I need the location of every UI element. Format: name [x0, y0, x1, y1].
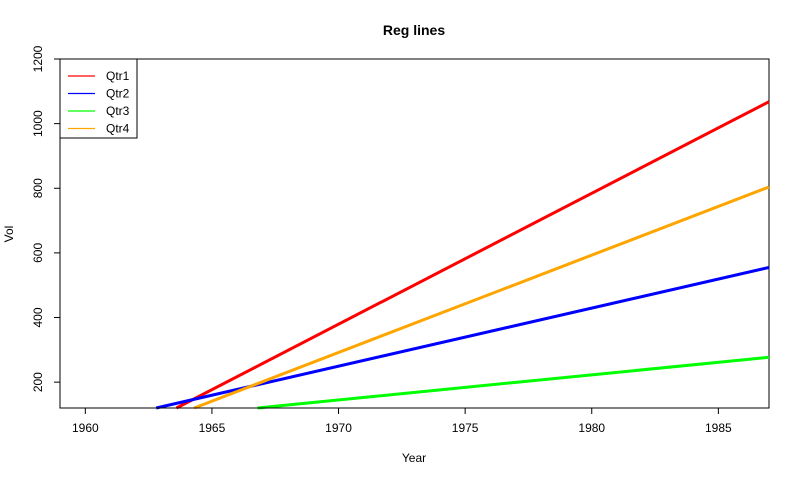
y-axis-label: Vol — [2, 226, 16, 243]
series-line-qtr1 — [175, 100, 770, 410]
chart-title: Reg lines — [383, 22, 445, 38]
y-tick-label: 1200 — [31, 45, 45, 72]
legend-label-qtr1: Qtr1 — [106, 69, 130, 83]
y-tick-label: 200 — [31, 372, 45, 392]
x-tick-label: 1960 — [72, 421, 99, 435]
legend-box — [59, 58, 138, 139]
x-ticks: 1960 1965 1970 1975 1980 1985 — [72, 408, 732, 435]
x-tick-label: 1985 — [705, 421, 732, 435]
y-tick-label: 400 — [31, 307, 45, 327]
legend: Qtr1 Qtr2 Qtr3 Qtr4 — [59, 58, 138, 139]
y-ticks: 200 400 600 800 1000 1200 — [31, 45, 60, 392]
legend-items: Qtr1 Qtr2 Qtr3 Qtr4 — [68, 69, 130, 136]
x-tick-label: 1975 — [452, 421, 479, 435]
y-tick-label: 1000 — [31, 110, 45, 137]
x-tick-label: 1965 — [199, 421, 226, 435]
x-tick-label: 1980 — [578, 421, 605, 435]
plot-lines — [155, 100, 770, 410]
y-tick-label: 600 — [31, 243, 45, 263]
legend-label-qtr3: Qtr3 — [106, 104, 130, 118]
legend-label-qtr2: Qtr2 — [106, 87, 130, 101]
x-axis-label: Year — [402, 451, 426, 465]
plot-frame — [59, 58, 770, 409]
series-line-qtr3 — [257, 355, 770, 410]
x-tick-label: 1970 — [325, 421, 352, 435]
series-line-qtr4 — [193, 185, 770, 410]
legend-label-qtr4: Qtr4 — [106, 122, 130, 136]
y-tick-label: 800 — [31, 178, 45, 198]
